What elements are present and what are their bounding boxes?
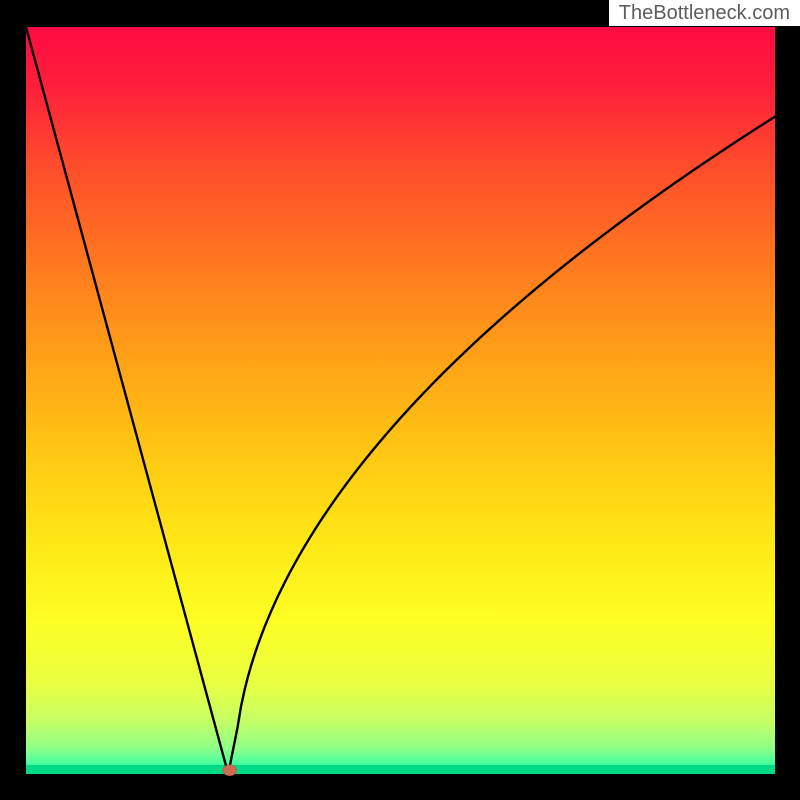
chart-container: TheBottleneck.com (0, 0, 800, 800)
watermark-label: TheBottleneck.com (609, 0, 800, 26)
chart-svg (0, 0, 800, 800)
